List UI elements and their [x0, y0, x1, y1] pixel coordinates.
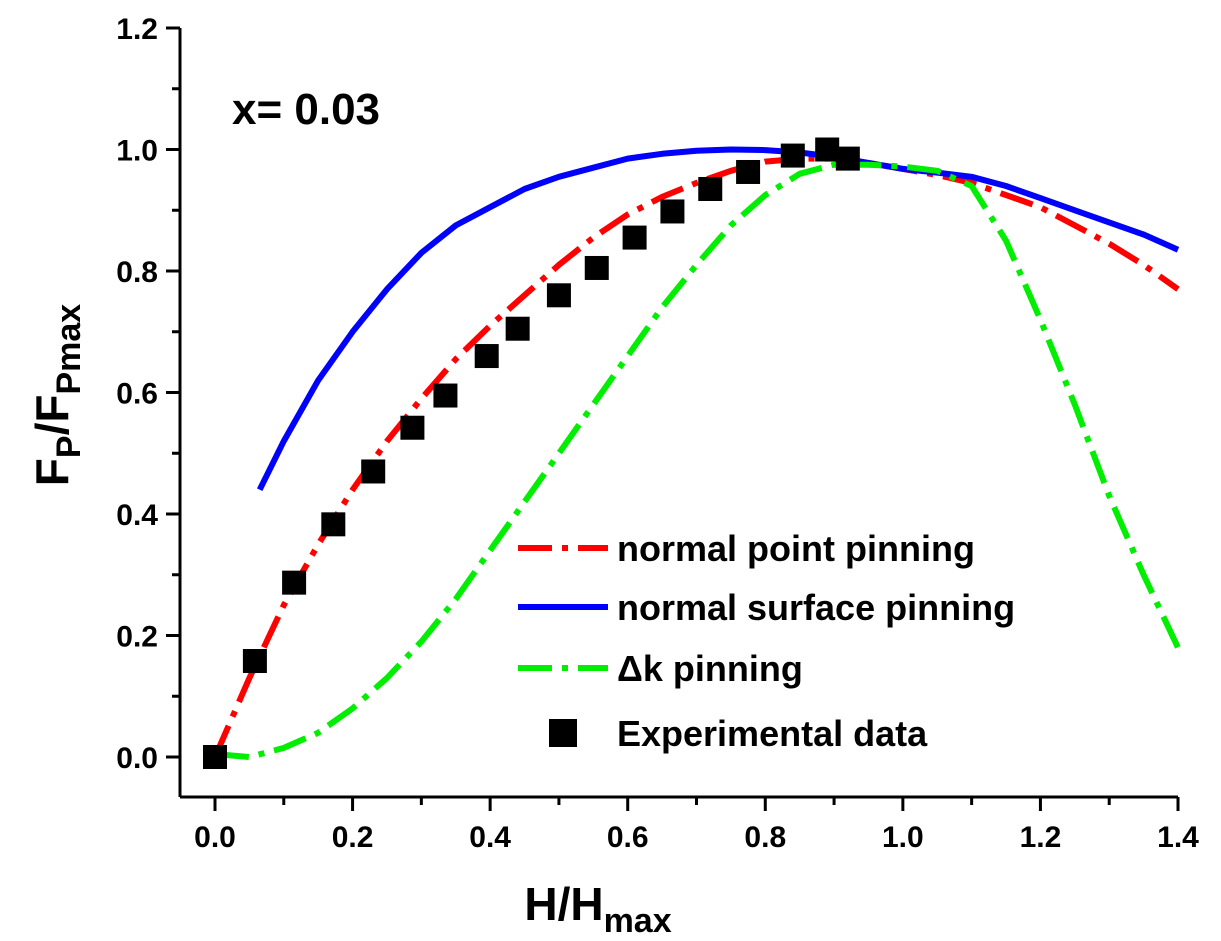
x-axis-title: H/Hmax: [524, 878, 671, 940]
legend-swatch-experimental-data: [549, 719, 577, 747]
x-tick-label: 0.0: [194, 821, 236, 854]
x-tick-label: 1.0: [882, 821, 924, 854]
data-point-experimental-data: [282, 570, 307, 595]
axes: 0.0 0.2 0.4 0.6 0.8 1.0 1.2 1.4 0.0 0.2 0.4 0.6 0.8 1…: [116, 13, 1199, 854]
y-tick-label: 0.4: [116, 499, 158, 532]
data-point-experimental-data: [505, 316, 530, 341]
series-line-normal-surface-pinning: [257, 146, 1180, 492]
legend-label-normal-point-pinning: normal point pinning: [617, 528, 975, 569]
x-axis-title-main: H/H: [524, 878, 603, 930]
data-point-experimental-data: [361, 459, 386, 484]
x-tick-label: 1.2: [1020, 821, 1062, 854]
data-point-experimental-data: [698, 176, 723, 201]
series-line-k-pinning: [214, 161, 1181, 760]
x-axis-title-sub: max: [604, 902, 672, 940]
y-tick-label: 0.8: [116, 256, 158, 289]
data-point-experimental-data: [242, 649, 267, 674]
series-line-normal-point-pinning: [212, 155, 1180, 759]
data-point-experimental-data: [321, 512, 346, 537]
data-point-experimental-data: [780, 143, 805, 168]
y-tick-label: 0.2: [116, 621, 158, 654]
x-tick-label: 0.2: [332, 821, 374, 854]
data-point-experimental-data: [546, 283, 571, 308]
x-tick-label: 0.6: [607, 821, 649, 854]
data-point-experimental-data: [203, 745, 227, 769]
y-axis-title-slash-f: /F: [26, 395, 78, 436]
data-point-experimental-data: [660, 199, 685, 224]
data-point-experimental-data: [815, 137, 840, 162]
plot-area: [203, 137, 1181, 769]
y-axis-title-sub-pmax: Pmax: [50, 304, 88, 395]
composition-annotation: x= 0.03: [232, 85, 380, 134]
y-axis-title: FP/FPmax: [26, 304, 88, 487]
data-point-experimental-data: [584, 255, 609, 280]
legend: normal point pinning normal surface pinni…: [518, 528, 1015, 754]
y-axis-title-f: F: [26, 458, 78, 486]
data-point-experimental-data: [622, 225, 647, 250]
legend-label-experimental-data: Experimental data: [617, 713, 928, 754]
x-tick-label: 1.4: [1157, 821, 1199, 854]
y-tick-label: 0.0: [116, 742, 158, 775]
data-point-experimental-data: [400, 415, 425, 440]
legend-label-normal-surface-pinning: normal surface pinning: [617, 587, 1015, 628]
y-tick-label: 0.6: [116, 378, 158, 411]
y-axis-title-sub-p: P: [50, 435, 88, 458]
y-tick-label: 1.2: [116, 13, 158, 46]
data-point-experimental-data: [835, 146, 860, 171]
x-tick-label: 0.4: [469, 821, 511, 854]
x-tick-label: 0.8: [744, 821, 786, 854]
data-point-experimental-data: [736, 159, 761, 184]
data-point-experimental-data: [474, 344, 499, 369]
data-point-experimental-data: [433, 383, 458, 408]
y-tick-label: 1.0: [116, 135, 158, 168]
legend-label-k-pinning: Δk pinning: [617, 648, 803, 689]
